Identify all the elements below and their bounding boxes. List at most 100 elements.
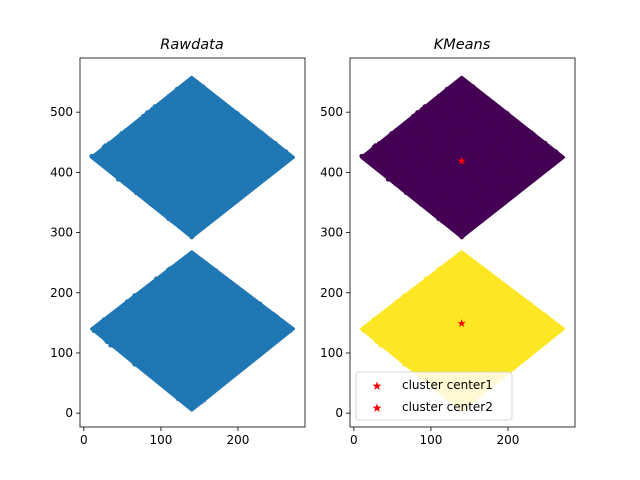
data-point xyxy=(173,360,178,366)
data-point xyxy=(503,142,509,147)
data-point xyxy=(510,146,516,151)
data-point xyxy=(475,352,481,357)
data-point xyxy=(175,201,180,207)
data-point xyxy=(175,289,181,295)
data-point xyxy=(95,326,101,331)
legend-label-2: cluster center2 xyxy=(402,400,493,414)
data-point xyxy=(152,104,157,109)
data-point xyxy=(481,212,487,218)
data-point xyxy=(423,335,428,340)
data-point xyxy=(235,151,240,156)
data-point xyxy=(181,378,186,384)
data-point xyxy=(497,339,502,344)
data-point xyxy=(215,188,221,193)
data-point xyxy=(434,277,439,282)
data-point xyxy=(529,331,534,336)
data-point xyxy=(144,299,149,304)
data-point xyxy=(127,327,133,332)
data-point xyxy=(218,309,223,314)
data-point xyxy=(392,303,397,309)
data-point xyxy=(210,96,215,101)
data-point xyxy=(462,151,468,157)
data-point xyxy=(157,112,163,117)
data-point xyxy=(404,310,409,316)
data-point xyxy=(208,358,214,363)
data-point xyxy=(189,401,194,406)
data-point xyxy=(223,344,229,350)
data-point xyxy=(193,199,199,204)
data-point xyxy=(524,333,529,339)
data-point xyxy=(224,325,229,330)
data-point xyxy=(222,203,227,208)
data-point xyxy=(189,337,194,343)
data-point xyxy=(456,351,462,356)
data-point xyxy=(481,330,486,335)
data-point xyxy=(482,199,487,204)
data-point xyxy=(438,300,443,305)
data-point xyxy=(454,115,459,120)
data-point xyxy=(155,289,160,295)
data-point xyxy=(415,184,420,190)
data-point xyxy=(273,322,278,327)
data-point xyxy=(243,295,248,300)
data-point xyxy=(482,343,487,348)
data-point xyxy=(186,212,191,218)
data-point xyxy=(134,346,139,352)
data-point xyxy=(165,352,171,357)
data-point xyxy=(442,205,448,210)
data-point xyxy=(487,290,493,295)
data-point xyxy=(210,177,215,183)
data-point xyxy=(225,350,231,355)
data-point xyxy=(428,280,433,285)
data-point xyxy=(180,374,185,379)
data-point xyxy=(439,293,444,298)
data-point xyxy=(183,181,188,186)
data-point xyxy=(518,132,524,137)
data-point xyxy=(181,267,187,272)
data-point xyxy=(368,149,374,154)
data-point xyxy=(386,157,391,162)
data-point xyxy=(129,134,134,140)
data-point xyxy=(151,118,157,123)
data-point xyxy=(149,149,154,154)
data-point xyxy=(450,88,455,94)
data-point xyxy=(166,388,171,393)
data-point xyxy=(420,108,426,113)
data-point xyxy=(166,304,172,309)
data-point xyxy=(437,180,442,185)
data-point xyxy=(467,150,473,156)
data-point xyxy=(220,100,225,105)
data-point xyxy=(464,284,470,290)
data-point xyxy=(465,322,471,327)
data-point xyxy=(394,162,399,167)
data-point xyxy=(270,150,276,156)
data-point xyxy=(168,184,173,190)
data-point xyxy=(447,132,452,138)
data-point xyxy=(265,331,271,337)
data-point xyxy=(159,148,164,154)
data-point xyxy=(188,278,193,283)
data-point xyxy=(401,153,407,159)
data-point xyxy=(452,358,458,364)
data-point xyxy=(208,163,213,169)
data-point xyxy=(192,151,198,157)
data-point xyxy=(166,312,171,318)
data-point xyxy=(167,128,172,134)
data-point xyxy=(427,284,433,289)
data-point xyxy=(417,357,422,362)
data-point xyxy=(459,120,465,125)
data-point xyxy=(147,159,153,164)
data-point xyxy=(463,318,468,324)
data-point xyxy=(203,297,208,302)
data-point xyxy=(471,339,477,344)
data-point xyxy=(254,127,259,133)
data-point xyxy=(225,321,231,327)
data-point xyxy=(212,376,217,381)
data-point xyxy=(129,312,134,317)
data-point xyxy=(513,352,518,358)
data-point xyxy=(241,341,247,346)
data-point xyxy=(529,173,534,179)
data-point xyxy=(193,328,199,333)
